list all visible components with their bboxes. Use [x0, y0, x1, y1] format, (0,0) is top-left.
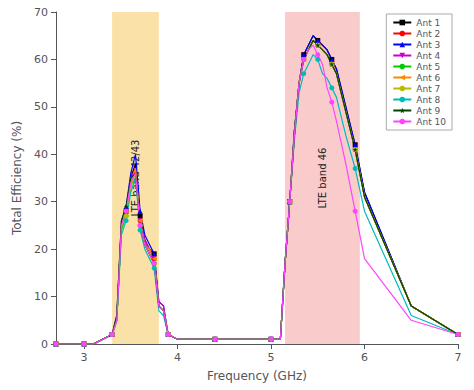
svg-text:4: 4: [174, 351, 181, 364]
svg-text:40: 40: [34, 148, 48, 161]
svg-text:Frequency (GHz): Frequency (GHz): [207, 369, 307, 383]
svg-text:70: 70: [34, 6, 48, 19]
svg-text:Ant 10: Ant 10: [416, 117, 446, 127]
svg-text:20: 20: [34, 243, 48, 256]
svg-text:6: 6: [361, 351, 368, 364]
svg-text:Ant 3: Ant 3: [416, 40, 440, 50]
svg-text:50: 50: [34, 100, 48, 113]
svg-text:Ant 5: Ant 5: [416, 62, 440, 72]
svg-text:30: 30: [34, 195, 48, 208]
svg-text:Ant 9: Ant 9: [416, 106, 440, 116]
svg-text:5: 5: [268, 351, 275, 364]
svg-text:10: 10: [34, 290, 48, 303]
svg-text:3: 3: [81, 351, 88, 364]
svg-text:LTE band 46: LTE band 46: [317, 148, 328, 209]
svg-text:0: 0: [41, 338, 48, 351]
svg-text:Total Efficiency (%): Total Efficiency (%): [10, 121, 24, 236]
svg-text:Ant 7: Ant 7: [416, 84, 440, 94]
svg-text:LTE band 42/43: LTE band 42/43: [130, 139, 141, 217]
svg-text:7: 7: [455, 351, 462, 364]
svg-text:Ant 4: Ant 4: [416, 51, 440, 61]
svg-text:60: 60: [34, 53, 48, 66]
svg-text:Ant 6: Ant 6: [416, 73, 440, 83]
svg-text:Ant 2: Ant 2: [416, 29, 440, 39]
svg-text:Ant 1: Ant 1: [416, 18, 440, 28]
svg-text:Ant 8: Ant 8: [416, 95, 440, 105]
